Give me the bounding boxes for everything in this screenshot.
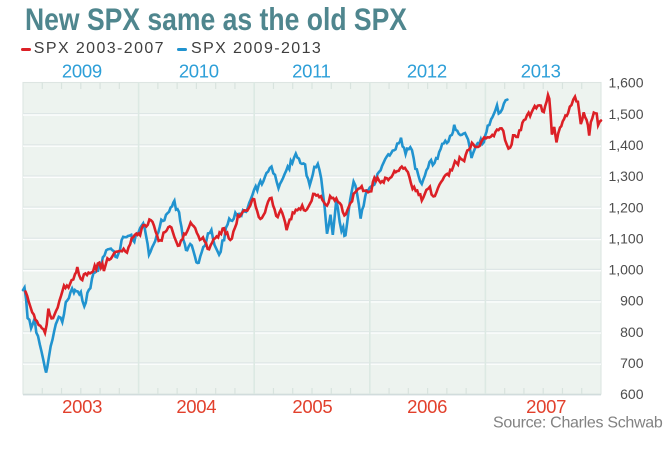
svg-text:Source: Charles Schwab: Source: Charles Schwab bbox=[493, 414, 663, 431]
svg-text:800: 800 bbox=[620, 324, 644, 340]
svg-text:1,200: 1,200 bbox=[608, 199, 643, 215]
svg-text:2007: 2007 bbox=[526, 396, 566, 417]
svg-text:2006: 2006 bbox=[407, 396, 447, 417]
svg-text:1,100: 1,100 bbox=[608, 230, 643, 246]
svg-text:1,500: 1,500 bbox=[608, 106, 643, 122]
svg-text:1,400: 1,400 bbox=[608, 137, 643, 153]
svg-text:2012: 2012 bbox=[407, 61, 447, 82]
svg-text:1,600: 1,600 bbox=[608, 75, 643, 91]
svg-text:2004: 2004 bbox=[176, 396, 216, 417]
svg-text:2009: 2009 bbox=[62, 61, 102, 82]
svg-text:900: 900 bbox=[620, 293, 644, 309]
svg-text:600: 600 bbox=[620, 386, 644, 402]
svg-text:2005: 2005 bbox=[292, 396, 332, 417]
svg-text:1,000: 1,000 bbox=[608, 262, 643, 278]
svg-text:1,300: 1,300 bbox=[608, 168, 643, 184]
svg-text:2011: 2011 bbox=[292, 61, 331, 82]
svg-text:2003: 2003 bbox=[62, 396, 102, 417]
svg-text:700: 700 bbox=[620, 355, 644, 371]
svg-text:2013: 2013 bbox=[521, 61, 561, 82]
svg-text:2010: 2010 bbox=[179, 61, 219, 82]
